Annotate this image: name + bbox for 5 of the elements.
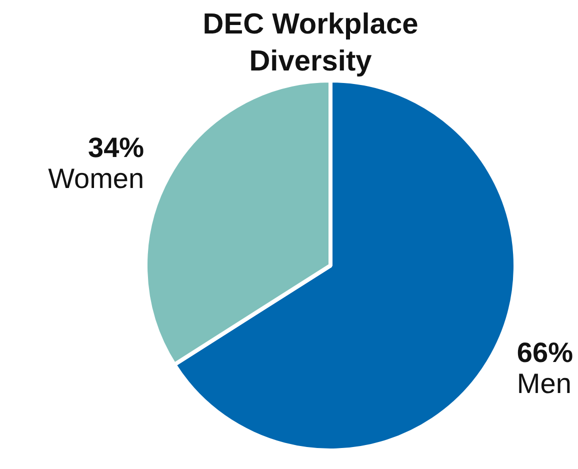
slice-label: Women bbox=[48, 163, 144, 194]
data-label: 34% bbox=[88, 132, 144, 164]
data-label: 66% bbox=[516, 336, 574, 368]
chart-title: DEC Workplace Diversity bbox=[202, 8, 418, 78]
slice-label: Men bbox=[516, 368, 572, 399]
